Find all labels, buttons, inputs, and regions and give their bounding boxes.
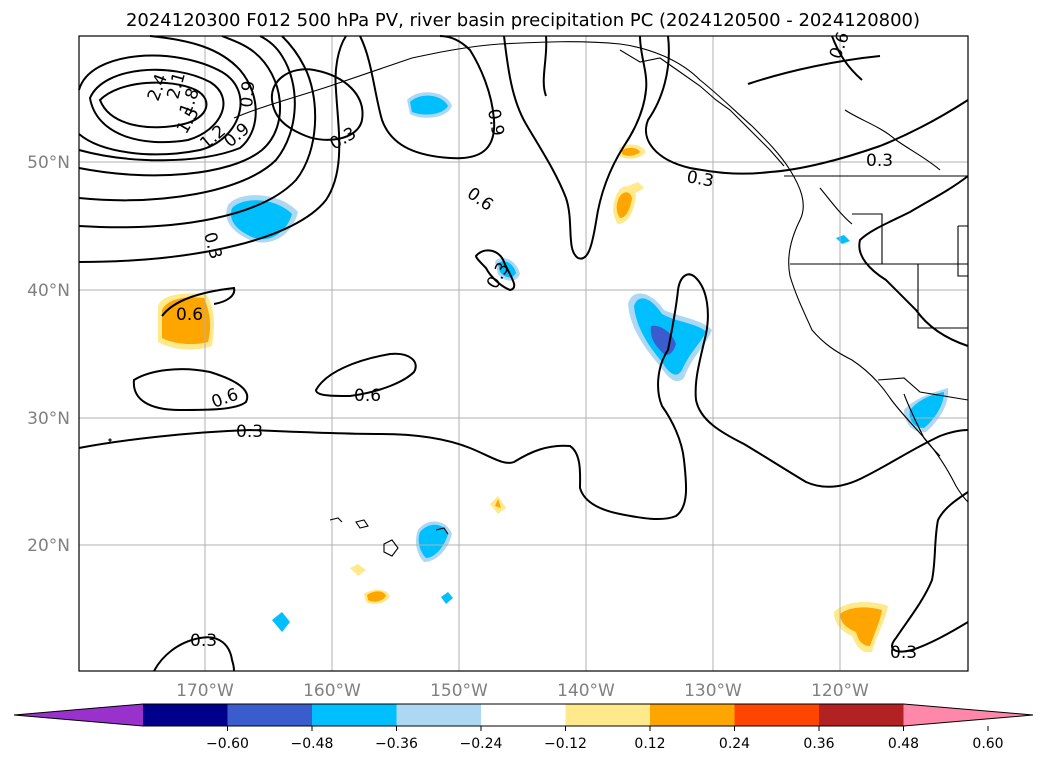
contour-label: 0.3 [685, 167, 715, 191]
islands [108, 438, 449, 557]
contour-label: 0.3 [890, 643, 917, 663]
pv-contours [78, 35, 969, 672]
lon-label: 120°W [811, 681, 869, 701]
lon-tick-labels: 170°W 160°W 150°W 140°W 130°W 120°W [176, 681, 869, 701]
colorbar-tick-label: 0.60 [972, 736, 1003, 752]
colorbar-swatch [481, 704, 566, 726]
colorbar-tick-label: −0.60 [206, 736, 249, 752]
lon-label: 130°W [684, 681, 742, 701]
colorbar-swatch [143, 704, 228, 726]
colorbar-swatch [396, 704, 481, 726]
colorbar-swatch [734, 704, 819, 726]
contour-label: 0.9 [483, 107, 507, 137]
colorbar-swatch [227, 704, 312, 726]
colorbar-tick-label: 0.48 [888, 736, 919, 752]
contour-label: 0.3 [190, 631, 217, 651]
colorbar-tick-label: 0.36 [803, 736, 834, 752]
colorbar-swatch [650, 704, 735, 726]
colorbar-tick-label: −0.36 [375, 736, 418, 752]
lon-label: 140°W [557, 681, 615, 701]
coastlines [233, 41, 969, 503]
contour-label: 0.9 [237, 80, 259, 109]
colorbar-swatch [819, 704, 904, 726]
lon-label: 160°W [303, 681, 361, 701]
figure-title: 2024120300 F012 500 hPa PV, river basin … [126, 10, 920, 31]
colorbar-swatch [565, 704, 650, 726]
colorbar: −0.60 −0.48 −0.36 −0.24 −0.12 0.12 0.24 0.36 0.4… [13, 703, 1034, 752]
lon-label: 170°W [176, 681, 234, 701]
colorbar-extend-high [903, 704, 1033, 726]
contour-label: 0.6 [354, 386, 381, 406]
colorbar-tick-label: −0.24 [460, 736, 503, 752]
contour-label: 0.3 [236, 422, 263, 442]
lon-label: 150°W [430, 681, 488, 701]
map-frame [78, 35, 969, 672]
colorbar-swatch [312, 704, 397, 726]
contour-label: 0.6 [176, 305, 203, 325]
contour-label: 0.3 [866, 151, 893, 171]
map-panel: 1.2 1.5 1.8 2.1 2.4 0.9 0.9 0.3 0.6 0.3 … [78, 29, 969, 672]
lat-label: 50°N [27, 153, 70, 173]
colorbar-extend-low [14, 704, 143, 726]
lat-label: 40°N [27, 281, 70, 301]
gridlines [79, 36, 968, 671]
pv-contour-labels: 1.2 1.5 1.8 2.1 2.4 0.9 0.9 0.3 0.6 0.3 … [144, 29, 917, 663]
colorbar-outline [13, 703, 1034, 727]
lat-label: 30°N [27, 409, 70, 429]
colorbar-tick-label: 0.24 [719, 736, 750, 752]
lat-tick-labels: 50°N 40°N 30°N 20°N [27, 153, 70, 556]
colorbar-tick-label: −0.48 [291, 736, 334, 752]
colorbar-tick-label: 0.12 [634, 736, 665, 752]
lat-label: 20°N [27, 536, 70, 556]
colorbar-tick-label: −0.12 [544, 736, 587, 752]
